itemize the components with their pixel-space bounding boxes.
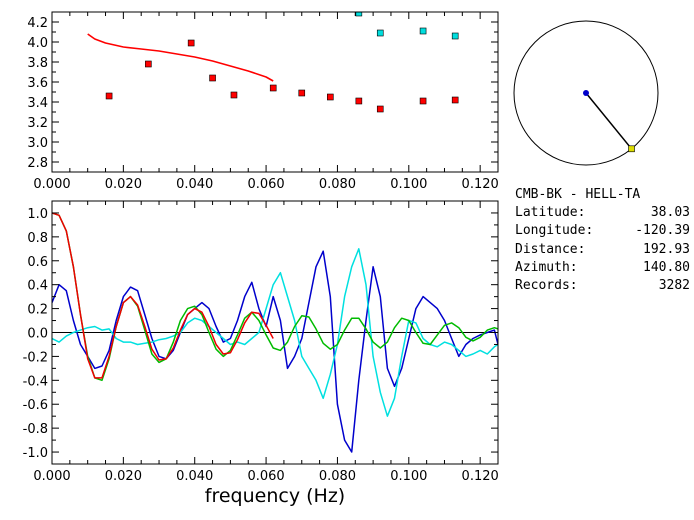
data-point bbox=[355, 12, 363, 17]
y-tick-label: -0.8 bbox=[23, 422, 48, 437]
x-tick-label: 0.000 bbox=[33, 469, 70, 484]
x-tick-label: 0.120 bbox=[462, 177, 499, 192]
series-line-1 bbox=[52, 248, 498, 417]
distance-value: 192.93 bbox=[643, 241, 690, 257]
azimuth-plot bbox=[513, 20, 659, 166]
center-point bbox=[583, 90, 589, 96]
plot-area bbox=[52, 212, 498, 453]
azimuth-line bbox=[585, 92, 633, 150]
azimuth-circle bbox=[513, 20, 659, 166]
x-tick-label: 0.060 bbox=[247, 469, 284, 484]
data-point bbox=[451, 96, 459, 104]
series-line-2 bbox=[87, 33, 274, 82]
y-tick-label: 3.0 bbox=[27, 136, 48, 151]
x-tick-label: 0.020 bbox=[105, 177, 142, 192]
data-point bbox=[230, 91, 238, 99]
x-tick-label: 0.080 bbox=[319, 469, 356, 484]
y-tick-label: 3.6 bbox=[27, 76, 48, 91]
y-tick-label: -0.2 bbox=[23, 350, 48, 365]
y-tick-label: 0.6 bbox=[27, 255, 48, 270]
station-pair-title: CMB-BK - HELL-TA bbox=[515, 187, 641, 202]
info-row-latitude: Latitude: 38.03 bbox=[515, 204, 690, 222]
y-tick-label: 0.8 bbox=[27, 231, 48, 246]
data-point bbox=[145, 60, 152, 68]
y-tick-label: -0.6 bbox=[23, 398, 48, 413]
records-label: Records: bbox=[515, 278, 578, 294]
station-info-panel: CMB-BK - HELL-TA Latitude: 38.03 Longitu… bbox=[515, 186, 690, 295]
series-line-2 bbox=[52, 212, 498, 382]
data-point bbox=[105, 92, 113, 100]
y-tick-label: 4.2 bbox=[27, 16, 48, 31]
x-tick-label: 0.060 bbox=[247, 177, 284, 192]
info-row-records: Records: 3282 bbox=[515, 277, 690, 295]
info-row-azimuth: Azimuth: 140.80 bbox=[515, 259, 690, 277]
x-tick-label: 0.040 bbox=[176, 469, 213, 484]
records-value: 3282 bbox=[658, 278, 690, 294]
x-tick-label: 0.120 bbox=[462, 469, 499, 484]
longitude-label: Longitude: bbox=[515, 223, 594, 239]
series-line-3 bbox=[52, 212, 274, 379]
y-tick-label: 4.0 bbox=[27, 36, 48, 51]
data-point bbox=[269, 84, 277, 92]
x-tick-label: 0.100 bbox=[390, 469, 427, 484]
plot-area bbox=[87, 12, 459, 113]
y-tick-label: 0.4 bbox=[27, 279, 48, 294]
data-point bbox=[298, 89, 306, 97]
data-point bbox=[376, 29, 384, 37]
info-row-distance: Distance: 192.93 bbox=[515, 241, 690, 259]
y-tick-label: 3.2 bbox=[27, 116, 48, 131]
series-line-0 bbox=[52, 250, 498, 453]
info-row-longitude: Longitude: -120.39 bbox=[515, 222, 690, 240]
azimuth-label: Azimuth: bbox=[515, 259, 578, 275]
coherence-chart: 0.000 0.020 0.040 0.060 0.080 0.100 0.120 1.0 0.… bbox=[23, 200, 499, 507]
x-axis-label: frequency (Hz) bbox=[205, 485, 345, 507]
latitude-value: 38.03 bbox=[650, 205, 690, 221]
y-tick-label: 2.8 bbox=[27, 156, 48, 171]
data-point bbox=[451, 32, 459, 40]
longitude-value: -120.39 bbox=[635, 223, 690, 239]
station-marker bbox=[628, 145, 635, 153]
x-tick-label: 0.080 bbox=[319, 177, 356, 192]
latitude-label: Latitude: bbox=[515, 205, 586, 221]
azimuth-value: 140.80 bbox=[643, 259, 690, 275]
data-point bbox=[187, 39, 195, 47]
data-point bbox=[355, 97, 363, 105]
dispersion-chart: 0.000 0.020 0.040 0.060 0.080 0.100 0.120 2.8 3.… bbox=[27, 11, 499, 192]
y-tick-label: 3.4 bbox=[27, 96, 48, 111]
x-tick-label: 0.000 bbox=[33, 177, 70, 192]
y-tick-label: -1.0 bbox=[23, 446, 48, 461]
data-point bbox=[419, 27, 427, 35]
data-point bbox=[209, 74, 216, 82]
data-point bbox=[327, 93, 334, 101]
plot-frame bbox=[51, 11, 499, 173]
y-tick-label: 0.2 bbox=[27, 303, 48, 318]
x-tick-label: 0.100 bbox=[390, 177, 427, 192]
y-tick-label: 0.0 bbox=[27, 327, 48, 342]
data-point bbox=[376, 105, 384, 113]
x-tick-label: 0.040 bbox=[176, 177, 213, 192]
data-point bbox=[419, 97, 427, 105]
y-tick-label: 1.0 bbox=[27, 207, 48, 222]
distance-label: Distance: bbox=[515, 241, 586, 257]
x-tick-label: 0.020 bbox=[105, 469, 142, 484]
y-tick-label: -0.4 bbox=[23, 374, 48, 389]
y-tick-label: 3.8 bbox=[27, 56, 48, 71]
